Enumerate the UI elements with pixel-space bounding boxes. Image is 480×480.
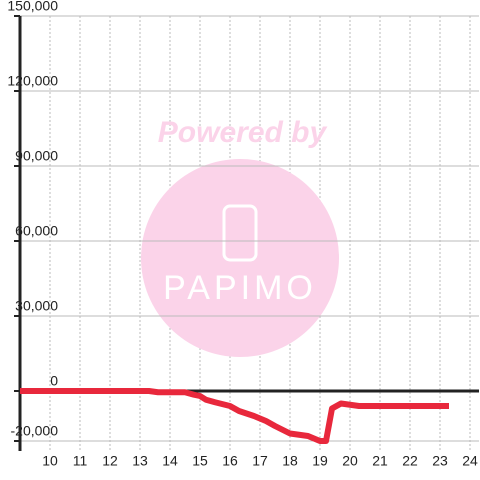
watermark-circle (141, 159, 339, 357)
x-tick-label: 23 (432, 453, 448, 469)
x-tick-label: 15 (192, 453, 208, 469)
y-tick-label: 0 (50, 373, 58, 389)
watermark-icon (222, 204, 258, 262)
y-tick-label: 120,000 (7, 73, 58, 89)
x-tick-label: 24 (462, 453, 478, 469)
x-tick-label: 20 (342, 453, 358, 469)
watermark-brand: PAPIMO (163, 269, 317, 307)
x-tick-label: 22 (402, 453, 418, 469)
x-tick-label: 13 (132, 453, 148, 469)
x-tick-label: 18 (282, 453, 298, 469)
data-line (20, 388, 449, 444)
y-tick-label: 60,000 (15, 223, 58, 239)
x-tick-label: 16 (222, 453, 238, 469)
x-tick-label: 11 (73, 453, 88, 469)
x-tick-label: 10 (42, 453, 58, 469)
x-tick-label: 21 (372, 453, 388, 469)
x-tick-label: 19 (312, 453, 328, 469)
y-tick-label: -20,000 (11, 423, 59, 439)
y-tick-label: 90,000 (15, 148, 58, 164)
y-tick-label: 150,000 (7, 0, 58, 14)
x-tick-label: 14 (162, 453, 178, 469)
x-tick-label: 17 (252, 453, 268, 469)
y-tick-label: 30,000 (15, 298, 58, 314)
x-tick-label: 12 (102, 453, 118, 469)
watermark-title: Powered by (158, 116, 328, 149)
